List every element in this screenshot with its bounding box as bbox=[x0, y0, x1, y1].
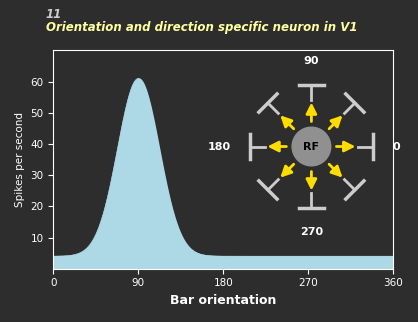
X-axis label: Bar orientation: Bar orientation bbox=[170, 294, 276, 307]
Text: 270: 270 bbox=[300, 227, 323, 237]
Text: 180: 180 bbox=[207, 141, 231, 152]
Circle shape bbox=[292, 127, 331, 166]
Text: 11: 11 bbox=[46, 8, 62, 21]
Text: 90: 90 bbox=[303, 56, 319, 66]
Text: RF: RF bbox=[303, 141, 319, 152]
Text: 0: 0 bbox=[392, 141, 400, 152]
Text: Orientation and direction specific neuron in V1: Orientation and direction specific neuro… bbox=[46, 21, 357, 34]
Y-axis label: Spikes per second: Spikes per second bbox=[15, 112, 25, 207]
